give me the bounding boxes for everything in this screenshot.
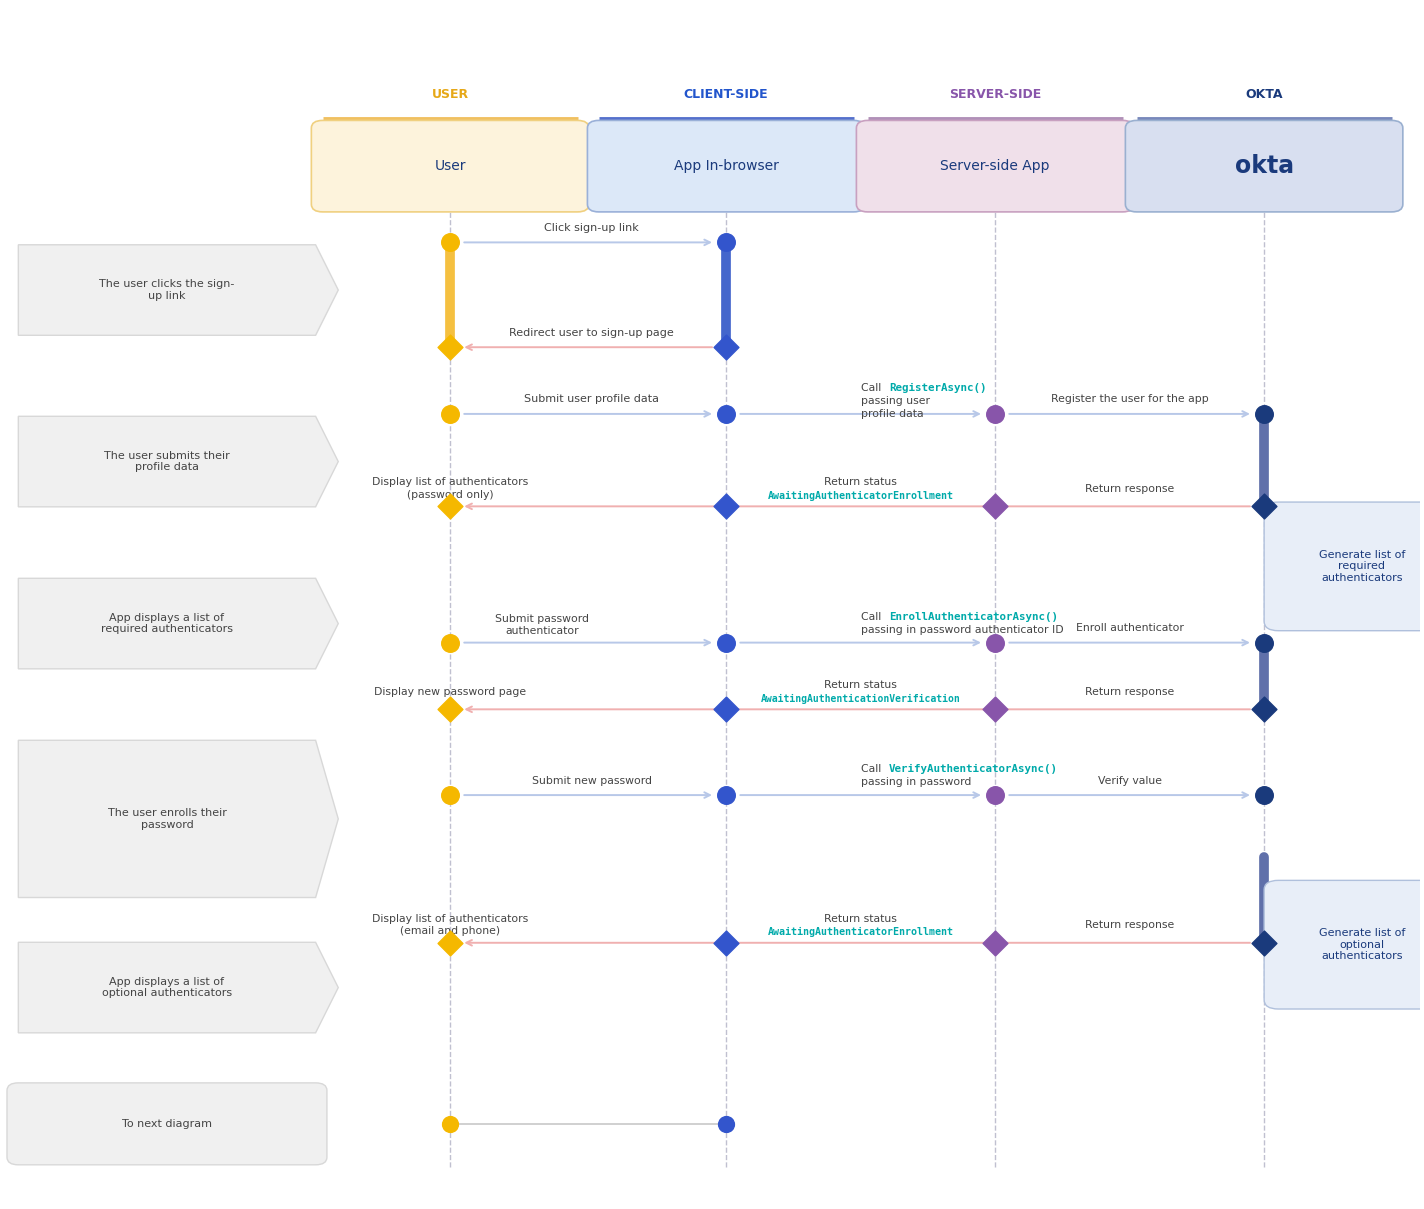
Point [1253,786,1276,805]
Text: Return response: Return response [1085,920,1175,931]
Point [984,700,1007,719]
Point [1253,634,1276,653]
Text: profile data: profile data [860,409,923,418]
Text: Call: Call [860,612,884,621]
Text: USER: USER [431,88,468,102]
Text: EnrollAuthenticatorAsync(): EnrollAuthenticatorAsync() [889,612,1058,621]
Point [439,404,461,423]
Text: VerifyAuthenticatorAsync(): VerifyAuthenticatorAsync() [889,764,1058,774]
Polygon shape [19,244,339,335]
Text: App displays a list of
required authenticators: App displays a list of required authenti… [101,613,234,635]
Point [984,634,1007,653]
Text: (email and phone): (email and phone) [400,926,500,936]
Point [1253,700,1276,719]
Text: Return response: Return response [1085,484,1175,494]
Text: Click sign-up link: Click sign-up link [544,222,639,233]
Point [984,786,1007,805]
Point [715,634,738,653]
Point [715,232,738,251]
Point [984,933,1007,953]
Point [1253,404,1276,423]
Text: Server-side App: Server-side App [940,160,1049,173]
Text: Redirect user to sign-up page: Redirect user to sign-up page [510,328,674,337]
Point [439,232,461,251]
Text: The user submits their
profile data: The user submits their profile data [104,451,229,473]
Polygon shape [19,942,339,1032]
Text: (password only): (password only) [407,490,493,499]
Point [715,404,738,423]
FancyBboxPatch shape [312,121,590,212]
Point [439,337,461,357]
Text: The user enrolls their
password: The user enrolls their password [108,808,226,829]
Text: Call: Call [860,383,884,393]
Text: AwaitingAuthenticatorEnrollment: AwaitingAuthenticatorEnrollment [768,927,954,937]
Text: SERVER-SIDE: SERVER-SIDE [948,88,1041,102]
Point [439,933,461,953]
Point [984,404,1007,423]
Text: User: User [434,160,466,173]
Text: App displays a list of
optional authenticators: App displays a list of optional authenti… [103,977,232,999]
FancyBboxPatch shape [1265,880,1424,1010]
Point [439,497,461,516]
FancyBboxPatch shape [1265,502,1424,631]
Text: Display list of authenticators: Display list of authenticators [372,914,528,924]
Text: passing in password: passing in password [860,777,971,787]
FancyBboxPatch shape [1125,121,1403,212]
Text: Display list of authenticators: Display list of authenticators [372,478,528,487]
FancyBboxPatch shape [7,1083,328,1164]
Text: Return status: Return status [824,681,897,690]
Point [715,337,738,357]
Text: To next diagram: To next diagram [122,1118,212,1129]
Text: The user clicks the sign-
up link: The user clicks the sign- up link [100,279,235,301]
Text: Return status: Return status [824,478,897,487]
Point [439,700,461,719]
Point [715,700,738,719]
Text: Enroll authenticator: Enroll authenticator [1075,623,1183,634]
Text: Submit user profile data: Submit user profile data [524,394,659,404]
Text: CLIENT-SIDE: CLIENT-SIDE [684,88,769,102]
Point [439,1115,461,1134]
Text: Generate list of
optional
authenticators: Generate list of optional authenticators [1319,929,1405,961]
Text: OKTA: OKTA [1246,88,1283,102]
Point [715,786,738,805]
Text: Return status: Return status [824,914,897,924]
Point [984,497,1007,516]
Point [439,634,461,653]
Text: AwaitingAuthenticationVerification: AwaitingAuthenticationVerification [760,694,961,704]
Text: Register the user for the app: Register the user for the app [1051,394,1209,404]
Point [1253,933,1276,953]
Text: Verify value: Verify value [1098,775,1162,786]
Text: Submit new password: Submit new password [531,775,652,786]
Polygon shape [19,578,339,669]
Point [715,497,738,516]
Text: passing in password authenticator ID: passing in password authenticator ID [860,625,1064,635]
FancyBboxPatch shape [856,121,1134,212]
Text: RegisterAsync(): RegisterAsync() [889,383,987,393]
Text: Generate list of
required
authenticators: Generate list of required authenticators [1319,550,1405,583]
Polygon shape [19,740,339,897]
FancyBboxPatch shape [588,121,864,212]
Polygon shape [19,416,339,507]
Text: AwaitingAuthenticatorEnrollment: AwaitingAuthenticatorEnrollment [768,491,954,501]
Text: Submit password: Submit password [496,613,590,624]
Point [715,1115,738,1134]
Point [439,786,461,805]
Text: authenticator: authenticator [506,626,580,636]
Text: Display new password page: Display new password page [375,687,525,696]
Text: Return response: Return response [1085,687,1175,696]
Point [1253,497,1276,516]
Text: App In-browser: App In-browser [674,160,779,173]
Text: Call: Call [860,764,884,774]
Text: passing user: passing user [860,397,930,406]
Point [715,933,738,953]
Text: okta: okta [1235,155,1293,178]
